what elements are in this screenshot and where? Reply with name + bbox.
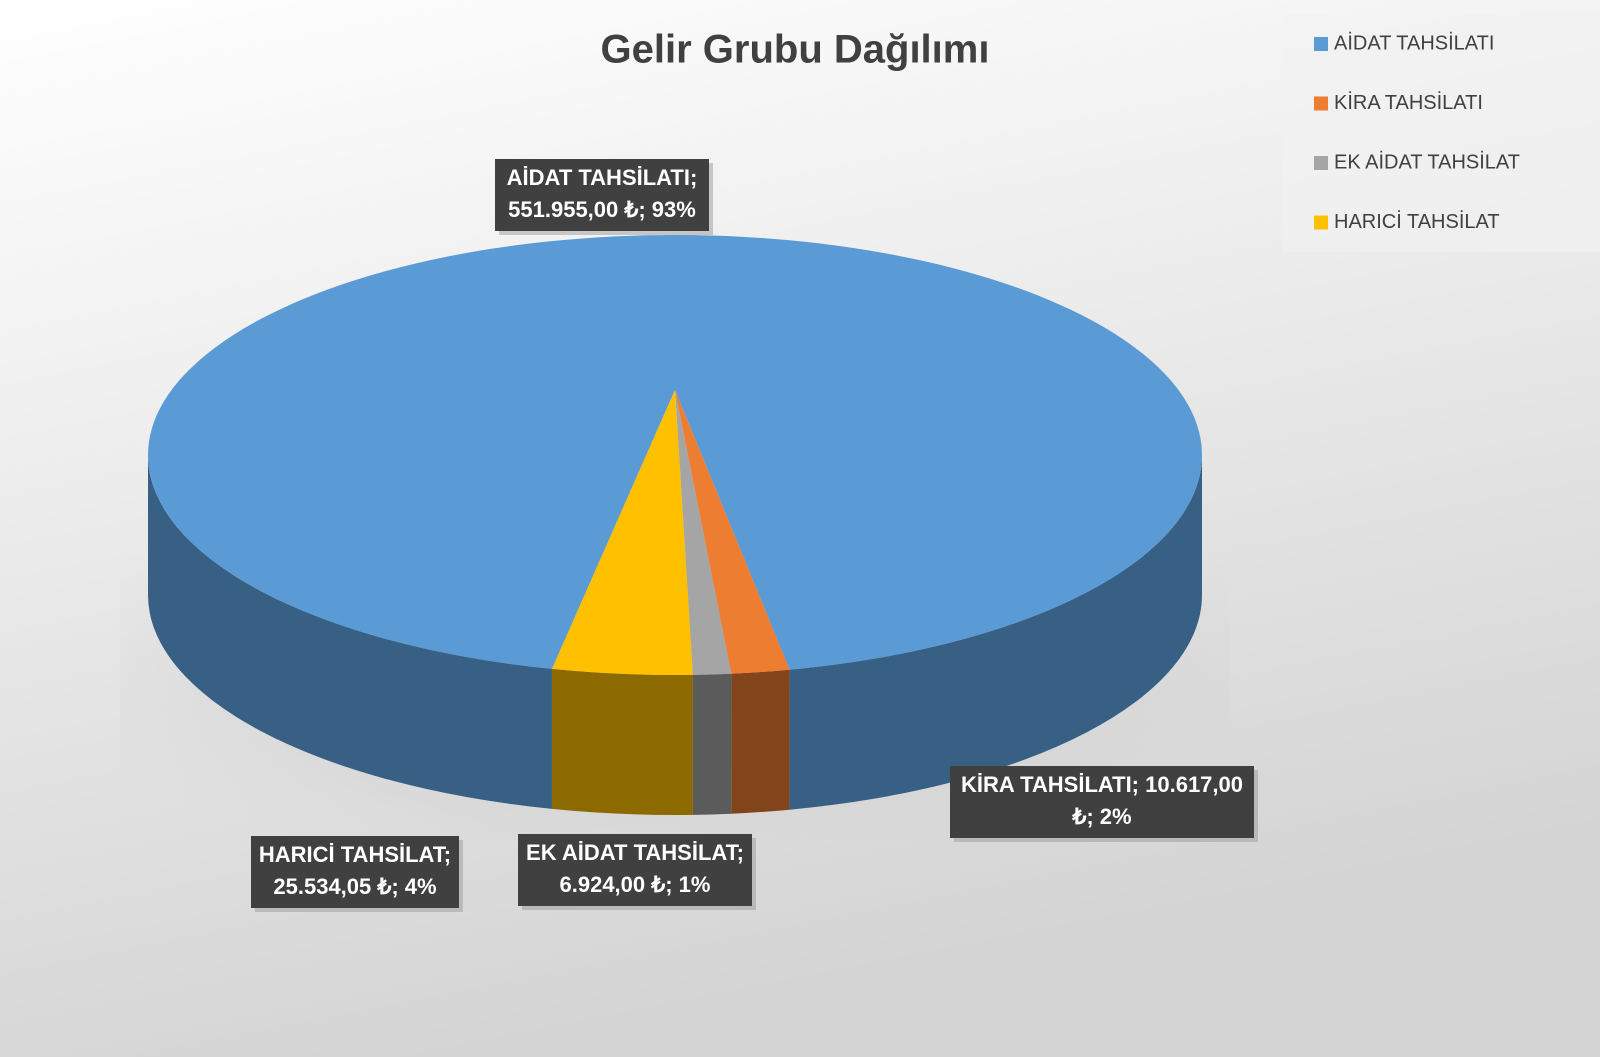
slice-side [731, 669, 790, 814]
data-label-box [495, 159, 709, 231]
slice [675, 390, 790, 674]
data-label: HARICİ TAHSİLAT; [259, 842, 451, 867]
legend-marker [1314, 37, 1328, 51]
legend-marker [1314, 156, 1328, 170]
data-label-box [251, 836, 459, 908]
legend-label: EK AİDAT TAHSİLAT [1334, 150, 1520, 173]
legend-label: AİDAT TAHSİLATI [1334, 31, 1494, 54]
data-label-box [950, 766, 1254, 838]
slice-side [789, 455, 1202, 810]
data-label: 25.534,05 ₺; 4% [273, 874, 436, 899]
chart-title: Gelir Grubu Dağılımı [601, 28, 990, 72]
data-label: AİDAT TAHSİLATI; [507, 165, 698, 190]
slice-side [148, 455, 552, 809]
legend-label: HARICİ TAHSİLAT [1334, 210, 1500, 233]
slice-side [692, 673, 732, 815]
data-label: KİRA TAHSİLATI; 10.617,00 [961, 772, 1243, 797]
legend-box [1282, 14, 1600, 252]
legend-marker [1314, 96, 1328, 111]
legend-label: KİRA TAHSİLATI [1334, 91, 1483, 114]
data-label: ₺; 2% [1071, 804, 1131, 829]
legend-marker [1314, 215, 1328, 230]
data-label: EK AİDAT TAHSİLAT; [526, 840, 744, 865]
slice-side [551, 668, 693, 815]
data-label: 6.924,00 ₺; 1% [560, 872, 711, 897]
data-label-box [518, 834, 752, 906]
data-label: 551.955,00 ₺; 93% [508, 197, 696, 222]
slice [675, 390, 732, 675]
slice [147, 235, 1202, 670]
slice [551, 390, 693, 675]
